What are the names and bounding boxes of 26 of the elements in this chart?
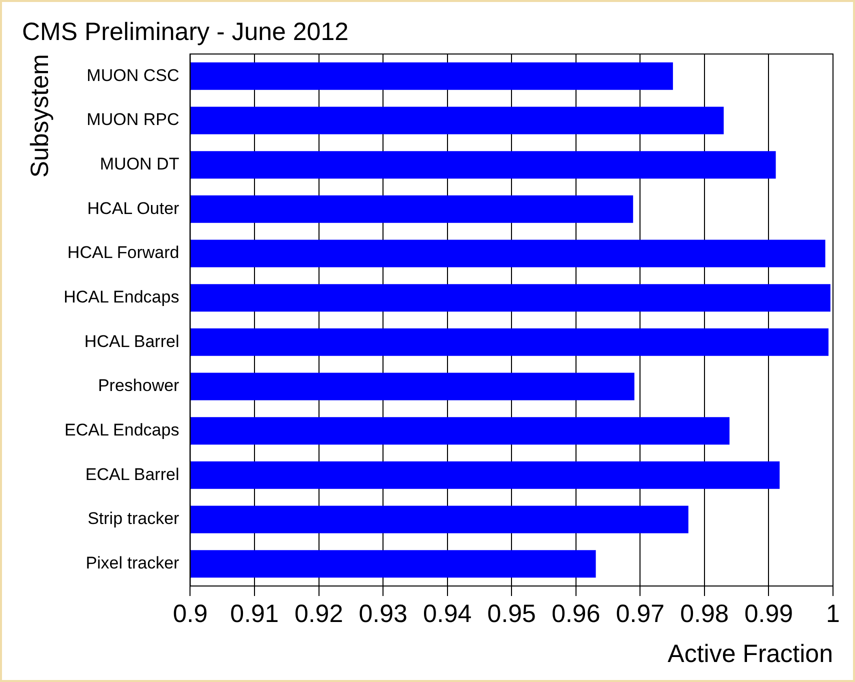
x-tick-label: 0.93 <box>358 600 408 628</box>
y-axis-title: Subsystem <box>26 54 54 178</box>
x-tick-label: 0.9 <box>172 600 208 628</box>
chart-title: CMS Preliminary - June 2012 <box>22 18 349 46</box>
x-tick-label: 0.96 <box>552 600 600 628</box>
y-tick-label: HCAL Barrel <box>84 332 180 351</box>
y-tick-label: HCAL Endcaps <box>64 288 180 307</box>
y-tick-label: ECAL Barrel <box>85 464 180 484</box>
x-tick-label: 0.97 <box>616 600 665 628</box>
y-tick-label: Preshower <box>98 376 180 396</box>
x-tick-label: 0.94 <box>423 600 472 628</box>
x-axis-title: Active Fraction <box>668 640 833 668</box>
x-tick-label: 0.95 <box>487 600 536 628</box>
x-tick-label: 0.91 <box>230 600 279 628</box>
x-tick-label: 0.99 <box>744 600 794 628</box>
y-tick-label: Strip tracker <box>88 509 180 528</box>
x-tick-label: 1 <box>826 600 840 628</box>
y-tick-label: Pixel tracker <box>86 554 180 573</box>
y-tick-label: MUON DT <box>100 154 180 174</box>
x-tick-label: 0.98 <box>680 600 729 628</box>
y-tick-label: MUON RPC <box>86 110 180 130</box>
y-tick-label: HCAL Outer <box>87 198 180 218</box>
y-tick-label: HCAL Forward <box>67 243 180 262</box>
x-tick-label: 0.92 <box>294 600 344 628</box>
y-tick-label: ECAL Endcaps <box>64 420 180 440</box>
y-tick-label: MUON CSC <box>86 66 180 85</box>
